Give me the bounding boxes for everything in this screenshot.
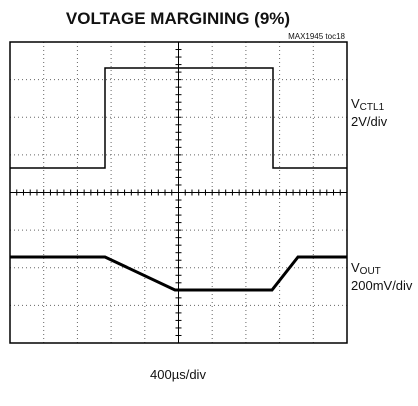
channel-label: VCTL1 bbox=[351, 96, 385, 113]
channel-subscript: OUT bbox=[360, 266, 381, 277]
trace-vout bbox=[10, 255, 347, 292]
note: MAX1945 toc18 bbox=[288, 32, 345, 41]
channel-scale: 2V/div bbox=[351, 114, 388, 129]
channel-subscript: CTL1 bbox=[360, 102, 385, 113]
graticule bbox=[9, 41, 348, 344]
plot-frame bbox=[9, 41, 348, 344]
time-scale: 400µs/div bbox=[150, 367, 206, 382]
channel-symbol: V bbox=[351, 96, 360, 111]
channel-label: VOUT bbox=[351, 260, 381, 277]
title: VOLTAGE MARGINING (9%) bbox=[66, 9, 290, 28]
trace-ctl1 bbox=[10, 67, 347, 169]
channel-symbol: V bbox=[351, 260, 360, 275]
channel-scale: 200mV/div bbox=[351, 278, 413, 293]
